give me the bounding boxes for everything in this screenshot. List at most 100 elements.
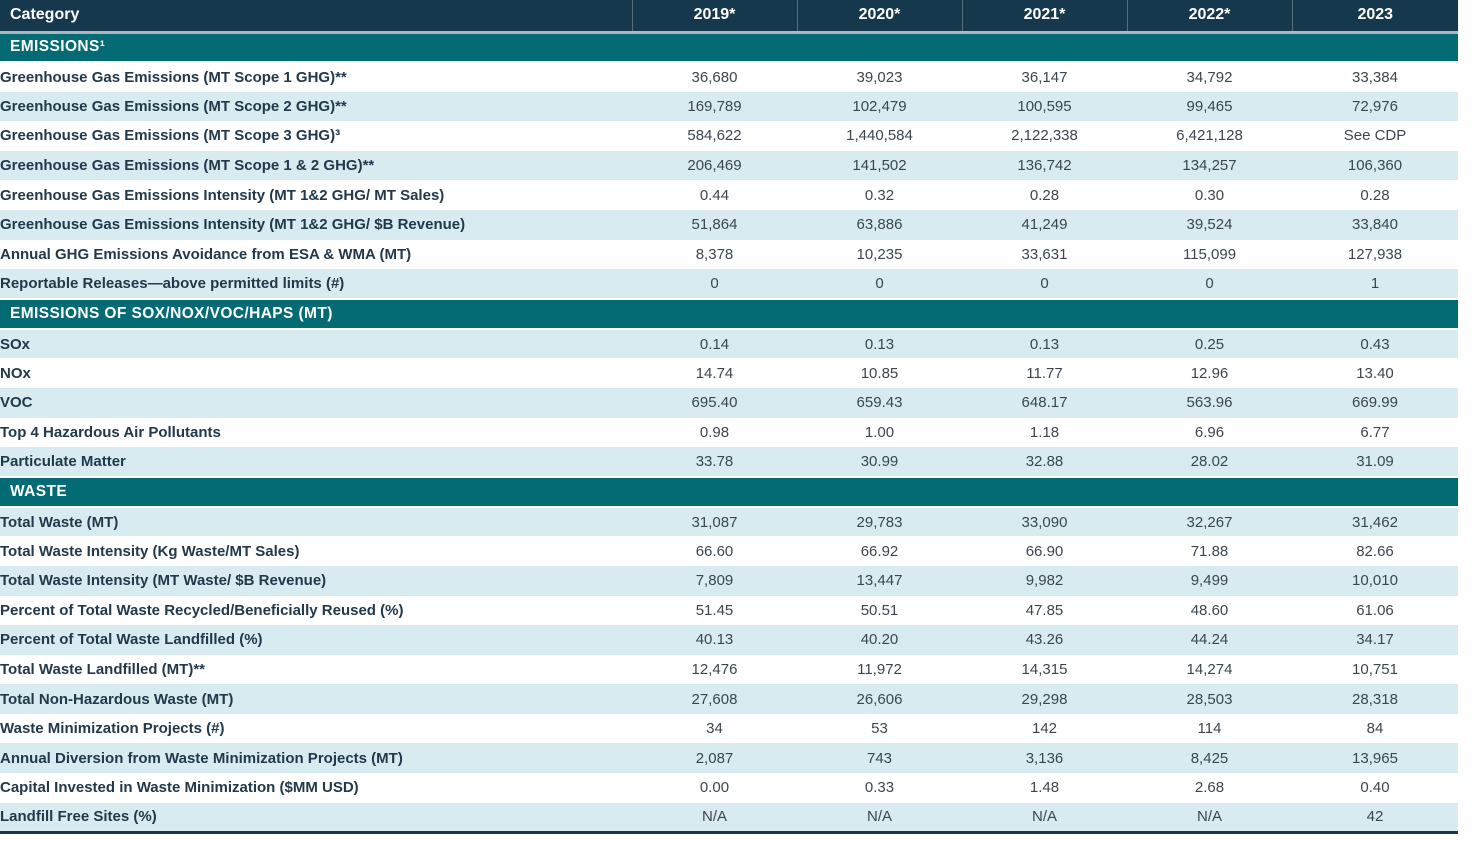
value-cell: N/A bbox=[1196, 808, 1222, 826]
table-row: Waste Minimization Projects (#) 34 53 142 11… bbox=[0, 713, 1458, 744]
table-row: NOx 14.74 10.85 11.77 12.96 13.40 bbox=[0, 358, 1458, 388]
year-column-header: 2022* bbox=[1126, 0, 1292, 34]
value-cell: 13.40 bbox=[1356, 364, 1394, 382]
value-cell: 1.18 bbox=[1029, 423, 1060, 441]
value-cell: 33,090 bbox=[1021, 513, 1068, 531]
value-cell: 11,972 bbox=[857, 660, 902, 678]
section-title: EMISSIONS¹ bbox=[0, 31, 1458, 63]
value-cell: 40.20 bbox=[860, 631, 899, 649]
value-cell: 695.40 bbox=[691, 394, 738, 412]
table-row: Percent of Total Waste Recycled/Benefici… bbox=[0, 595, 1458, 626]
table-row: Annual GHG Emissions Avoidance from ESA … bbox=[0, 239, 1458, 270]
value-cell: 84 bbox=[1366, 720, 1384, 738]
value-cell: 29,783 bbox=[856, 513, 903, 531]
value-cell: 648.17 bbox=[1021, 394, 1068, 412]
value-cell: 0.33 bbox=[864, 779, 895, 797]
value-cell: 43.26 bbox=[1025, 631, 1064, 649]
value-cell: 0 bbox=[710, 274, 719, 292]
value-cell: 563.96 bbox=[1186, 394, 1233, 412]
value-cell: 8,378 bbox=[695, 245, 734, 263]
value-cell: 11.77 bbox=[1026, 364, 1063, 382]
value-cell: 33,631 bbox=[1021, 245, 1068, 263]
value-cell: 14,315 bbox=[1021, 660, 1068, 678]
row-label: NOx bbox=[0, 364, 31, 382]
value-cell: 659.43 bbox=[856, 394, 903, 412]
table-row: Particulate Matter 33.78 30.99 32.88 28.02 31… bbox=[0, 447, 1458, 477]
value-cell: 66.92 bbox=[860, 542, 899, 560]
table-row: Greenhouse Gas Emissions (MT Scope 3 GHG… bbox=[0, 121, 1458, 151]
value-cell: 9,982 bbox=[1025, 572, 1064, 590]
value-cell: 7,809 bbox=[695, 572, 734, 590]
value-cell: 2.68 bbox=[1194, 779, 1225, 797]
value-cell: 114 bbox=[1197, 720, 1222, 738]
value-cell: N/A bbox=[866, 808, 892, 826]
value-cell: 14,274 bbox=[1186, 660, 1233, 678]
value-cell: 26,606 bbox=[856, 690, 903, 708]
value-cell: N/A bbox=[701, 808, 727, 826]
table-row: Capital Invested in Waste Minimization (… bbox=[0, 773, 1458, 803]
table-row: Total Waste Intensity (MT Waste/ $B Reve… bbox=[0, 565, 1458, 596]
value-cell: 0.43 bbox=[1360, 335, 1390, 353]
year-column-header: 2023 bbox=[1291, 0, 1458, 34]
value-cell: 32.88 bbox=[1025, 452, 1064, 470]
value-cell: 47.85 bbox=[1025, 601, 1064, 619]
value-cell: 27,608 bbox=[691, 690, 738, 708]
row-label: Particulate Matter bbox=[0, 452, 126, 470]
value-cell: 10,751 bbox=[1352, 660, 1398, 678]
row-label: SOx bbox=[0, 335, 31, 353]
value-cell: 142 bbox=[1031, 720, 1058, 738]
value-cell: 3,136 bbox=[1025, 749, 1064, 767]
value-cell: 584,622 bbox=[687, 127, 742, 145]
value-cell: 42 bbox=[1366, 808, 1384, 826]
value-cell: 0.28 bbox=[1360, 186, 1390, 204]
value-cell: 28.02 bbox=[1190, 452, 1229, 470]
value-cell: 31,087 bbox=[691, 513, 738, 531]
value-cell: 9,499 bbox=[1190, 572, 1229, 590]
value-cell: 30.99 bbox=[860, 452, 899, 470]
table-row: Landfill Free Sites (%) N/A N/A N/A N/A 42 bbox=[0, 802, 1458, 833]
value-cell: 0.13 bbox=[1029, 335, 1060, 353]
value-cell: 136,742 bbox=[1017, 157, 1072, 175]
year-column-header: 2019* bbox=[631, 0, 797, 34]
row-label: Greenhouse Gas Emissions (MT Scope 1 & 2… bbox=[0, 157, 375, 175]
row-label: Total Waste (MT) bbox=[0, 513, 119, 531]
value-cell: See CDP bbox=[1343, 127, 1407, 145]
value-cell: 61.06 bbox=[1356, 601, 1394, 619]
value-cell: 0.25 bbox=[1194, 335, 1225, 353]
value-cell: 28,503 bbox=[1186, 690, 1233, 708]
value-cell: 99,465 bbox=[1186, 97, 1233, 115]
value-cell: 134,257 bbox=[1182, 157, 1237, 175]
value-cell: 51,864 bbox=[691, 216, 738, 234]
table-row: SOx 0.14 0.13 0.13 0.25 0.43 bbox=[0, 328, 1458, 359]
value-cell: 0.98 bbox=[699, 423, 730, 441]
value-cell: 40.13 bbox=[695, 631, 734, 649]
value-cell: 102,479 bbox=[852, 97, 907, 115]
value-cell: 743 bbox=[866, 749, 893, 767]
value-cell: 14.74 bbox=[695, 364, 734, 382]
value-cell: 8,425 bbox=[1190, 749, 1229, 767]
value-cell: 141,502 bbox=[852, 157, 907, 175]
value-cell: 0 bbox=[1205, 274, 1214, 292]
table-row: Top 4 Hazardous Air Pollutants 0.98 1.00 1.… bbox=[0, 417, 1458, 448]
section-header-row: EMISSIONS¹ bbox=[0, 31, 1458, 63]
section-title: EMISSIONS OF SOX/NOX/VOC/HAPS (MT) bbox=[0, 297, 1458, 330]
section-header-row: EMISSIONS OF SOX/NOX/VOC/HAPS (MT) bbox=[0, 297, 1458, 330]
section-title: WASTE bbox=[0, 475, 1458, 508]
table-row: Percent of Total Waste Landfilled (%) 40.… bbox=[0, 625, 1458, 655]
value-cell: 206,469 bbox=[687, 157, 742, 175]
value-cell: 28,318 bbox=[1352, 690, 1398, 708]
row-label: Greenhouse Gas Emissions (MT Scope 2 GHG… bbox=[0, 97, 347, 115]
row-label: Greenhouse Gas Emissions (MT Scope 3 GHG… bbox=[0, 127, 341, 145]
value-cell: 1 bbox=[1370, 274, 1380, 292]
value-cell: 82.66 bbox=[1356, 542, 1394, 560]
value-cell: 39,524 bbox=[1186, 216, 1233, 234]
value-cell: 39,023 bbox=[856, 68, 903, 86]
row-label: Reportable Releases—above permitted limi… bbox=[0, 274, 345, 292]
value-cell: 6.96 bbox=[1194, 423, 1225, 441]
value-cell: 31.09 bbox=[1356, 452, 1394, 470]
row-label: VOC bbox=[0, 394, 33, 412]
value-cell: 6,421,128 bbox=[1176, 127, 1243, 145]
value-cell: 115,099 bbox=[1182, 245, 1237, 263]
value-cell: 12.96 bbox=[1190, 364, 1229, 382]
